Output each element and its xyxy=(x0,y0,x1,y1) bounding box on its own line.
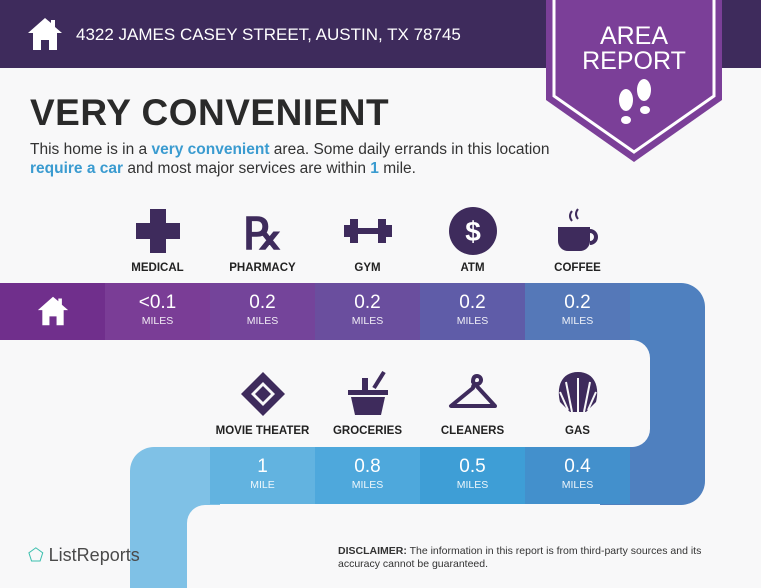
distance-unit: MILES xyxy=(561,479,594,491)
basket-icon xyxy=(315,368,420,425)
distance-cell: <0.1 MILES xyxy=(105,283,210,340)
dumbbell-icon xyxy=(315,205,420,262)
ticket-icon xyxy=(210,368,315,425)
hanger-icon xyxy=(420,368,525,425)
svg-text:℞: ℞ xyxy=(243,210,282,257)
distance-unit: MILES xyxy=(456,315,489,327)
distance-unit: MILES xyxy=(456,479,489,491)
home-icon xyxy=(37,296,68,326)
category-label: GROCERIES xyxy=(332,425,402,437)
route-gap-bottom xyxy=(187,505,761,588)
distance-value: <0.1 xyxy=(138,292,177,313)
distance-cell: 1 MILE xyxy=(210,447,315,504)
address: 4322 JAMES CASEY STREET, AUSTIN, TX 7874… xyxy=(76,25,461,44)
dollar-icon: $ xyxy=(420,205,525,262)
distance-value: 0.2 xyxy=(459,292,486,313)
distance-unit: MILES xyxy=(561,315,594,327)
distance-cell: 0.4 MILES xyxy=(525,447,630,504)
shell-icon xyxy=(525,368,630,425)
distance-cell: 0.8 MILES xyxy=(315,447,420,504)
page-title: VERY CONVENIENT xyxy=(30,92,390,133)
distance-unit: MILES xyxy=(351,479,384,491)
listreports-logo: ⬠ ListReports xyxy=(28,545,140,565)
distance-unit: MILE xyxy=(250,479,275,491)
badge-title: AREA REPORT xyxy=(582,22,686,75)
distance-value: 0.2 xyxy=(354,292,381,313)
category-label: GYM xyxy=(354,262,381,274)
distance-cell: 0.2 MILES xyxy=(420,283,525,340)
footprints-icon xyxy=(619,79,651,124)
distance-cell: 0.2 MILES xyxy=(525,283,630,340)
coffee-cup-icon xyxy=(525,205,630,262)
distance-value: 0.5 xyxy=(459,456,486,477)
disclaimer: DISCLAIMER: The information in this repo… xyxy=(338,545,702,570)
medical-cross-icon xyxy=(105,205,210,262)
area-report-badge xyxy=(546,0,722,162)
home-cell xyxy=(0,283,105,340)
distance-value: 1 xyxy=(257,456,268,477)
description: This home is in a very convenient area. … xyxy=(30,141,550,177)
distance-cell: 0.2 MILES xyxy=(315,283,420,340)
distance-value: 0.2 xyxy=(249,292,276,313)
distance-value: 0.8 xyxy=(354,456,381,477)
distance-cell: 0.2 MILES xyxy=(210,283,315,340)
category-label: CLEANERS xyxy=(440,425,505,437)
distance-unit: MILES xyxy=(246,315,279,327)
route-gap xyxy=(0,340,650,447)
category-label: ATM xyxy=(460,262,485,274)
distance-value: 0.2 xyxy=(564,292,591,313)
category-label: MOVIE THEATER xyxy=(215,425,310,437)
category-label: MEDICAL xyxy=(131,262,184,274)
distance-cell: 0.5 MILES xyxy=(420,447,525,504)
distance-value: 0.4 xyxy=(564,456,591,477)
svg-text:$: $ xyxy=(465,216,481,247)
distance-unit: MILES xyxy=(351,315,384,327)
category-label: GAS xyxy=(565,425,590,437)
category-label: COFFEE xyxy=(554,262,601,274)
home-icon xyxy=(28,18,62,50)
distance-unit: MILES xyxy=(141,315,174,327)
rx-icon: ℞ xyxy=(210,205,315,262)
category-label: PHARMACY xyxy=(229,262,296,274)
